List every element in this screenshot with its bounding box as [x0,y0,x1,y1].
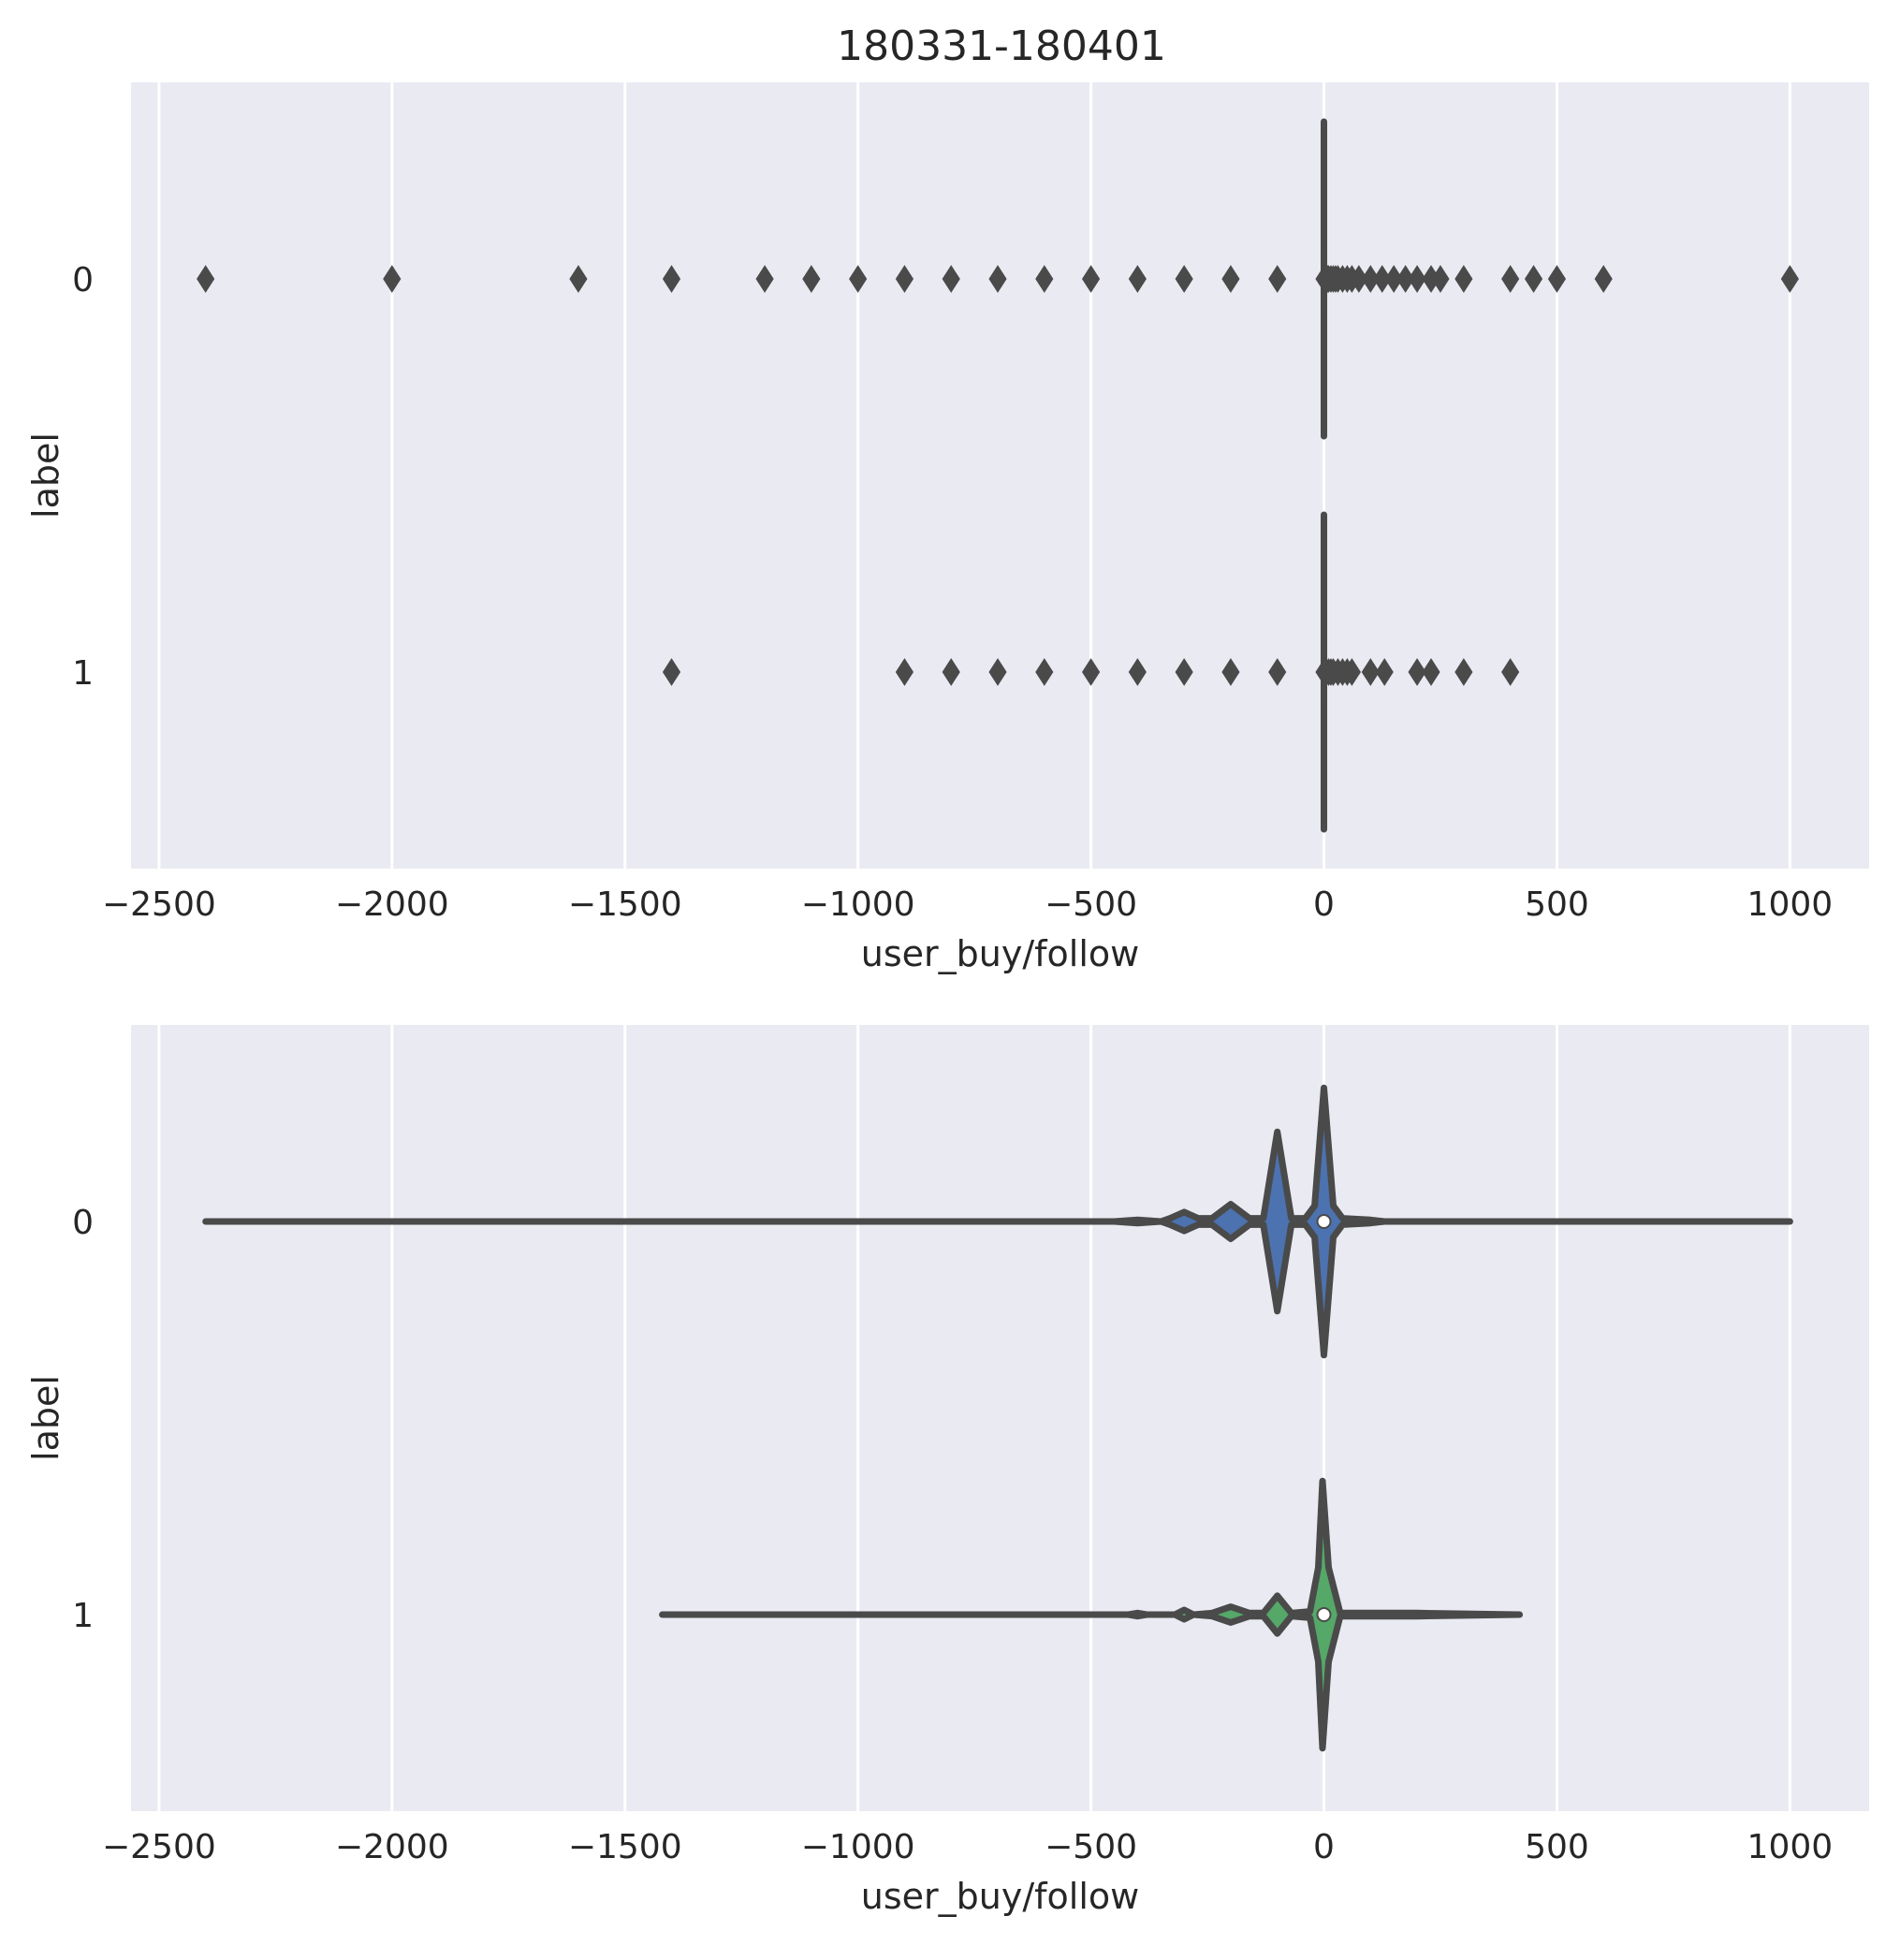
x-axis-label: user_buy/follow [861,933,1139,974]
outlier-marker [1081,265,1101,293]
outlier-marker [1035,658,1054,686]
violin-body [202,1084,1793,1359]
x-tick-label: −2000 [335,1828,449,1866]
x-tick-label: −1500 [568,885,682,924]
chart-title: 180331-180401 [837,22,1166,70]
y-tick-label: 1 [72,654,94,693]
outlier-marker [1081,658,1101,686]
outlier-marker [1594,265,1613,293]
y-axis-label: label [25,1375,66,1461]
violin-median-dot [1316,1214,1332,1229]
outlier-marker [197,265,215,293]
box-plot-panel: −2500 −2000 −1500 −1000 −500 0 500 1000 0 1 user_b… [25,82,1869,974]
outlier-marker [988,265,1007,293]
outlier-marker [1361,658,1380,686]
outlier-marker [895,265,914,293]
outlier-marker [1454,265,1473,293]
y-tick-label: 0 [72,261,94,300]
outlier-marker [895,658,914,686]
outlier-marker [1501,265,1520,293]
x-tick-label: −500 [1045,885,1137,924]
x-tick-label: −2500 [102,885,216,924]
outlier-marker [1175,658,1193,686]
outlier-marker [1128,265,1147,293]
outlier-marker [1780,265,1799,293]
outlier-marker [942,265,960,293]
outlier-marker [988,658,1007,686]
outlier-marker [1431,265,1450,293]
x-tick-label: 500 [1525,885,1589,924]
outlier-marker [1454,658,1473,686]
x-tick-label: 1000 [1747,885,1834,924]
outlier-marker [1221,658,1240,686]
outlier-marker [1175,265,1193,293]
y-axis-label: label [25,432,66,519]
x-tick-label: −2500 [102,1828,216,1866]
outlier-marker [1422,658,1440,686]
outlier-marker [662,265,681,293]
outlier-marker [1408,658,1426,686]
y-tick-label: 1 [72,1597,94,1635]
outlier-marker [1128,658,1147,686]
x-axis-label: user_buy/follow [861,1876,1139,1917]
x-tick-label: −500 [1045,1828,1137,1866]
violin-body [659,1477,1524,1752]
outlier-marker [1268,658,1287,686]
x-tick-label: 0 [1313,1828,1335,1866]
outlier-marker [755,265,774,293]
outlier-marker [1342,658,1361,686]
plot-area [131,1025,1869,1811]
outlier-marker [1221,265,1240,293]
outlier-marker [1035,265,1054,293]
plot-area [131,82,1869,869]
outlier-marker [802,265,821,293]
outlier-marker [1524,265,1543,293]
x-tick-label: −2000 [335,885,449,924]
outlier-marker [1268,265,1287,293]
outlier-marker [942,658,960,686]
outlier-marker [1547,265,1567,293]
x-tick-label: −1500 [568,1828,682,1866]
y-tick-label: 0 [72,1204,94,1242]
x-tick-label: 1000 [1747,1828,1834,1866]
outlier-marker [1375,658,1394,686]
outlier-marker [1501,658,1520,686]
outlier-marker [569,265,588,293]
outlier-marker [1408,265,1426,293]
outlier-marker [662,658,681,686]
x-tick-label: −1000 [801,885,915,924]
x-tick-label: −1000 [801,1828,915,1866]
violin-median-dot [1316,1607,1332,1622]
outlier-marker [849,265,868,293]
outlier-marker [383,265,402,293]
x-tick-label: 500 [1525,1828,1589,1866]
violin-plot-panel: −2500 −2000 −1500 −1000 −500 0 500 1000 0 1 user_b… [25,1025,1869,1917]
x-tick-label: 0 [1313,885,1335,924]
